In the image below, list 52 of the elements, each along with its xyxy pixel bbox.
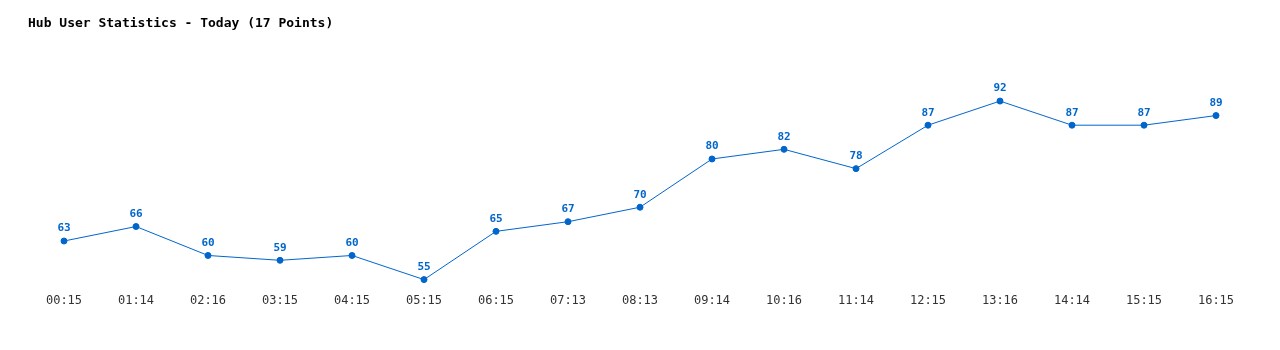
data-label: 82 [777,129,791,143]
data-label: 87 [1065,105,1079,119]
data-label: 80 [705,139,719,153]
point [564,218,572,226]
data-label: 89 [1209,95,1223,109]
x-tick-label: 07:13 [549,292,587,307]
data-label: 65 [489,211,503,225]
chart-title: Hub User Statistics - Today (17 Points) [28,15,334,31]
x-tick-label: 13:16 [981,292,1019,307]
x-tick-label: 15:15 [1125,292,1163,307]
x-tick-label: 03:15 [261,292,299,307]
x-tick-label: 00:15 [45,292,83,307]
point [132,223,140,231]
x-tick-label: 08:13 [621,292,659,307]
x-tick-label: 05:15 [405,292,443,307]
x-tick-label: 12:15 [909,292,947,307]
point [492,227,500,235]
data-label: 66 [129,206,143,220]
data-label: 60 [201,235,215,249]
point [60,237,68,245]
point [636,203,644,211]
point [924,121,932,129]
point [708,155,716,163]
x-tick-label: 09:14 [693,292,731,307]
x-tick-label: 10:16 [765,292,803,307]
data-label: 87 [1137,105,1151,119]
data-label: 67 [561,202,575,216]
point [1212,112,1220,120]
x-tick-label: 14:14 [1053,292,1091,307]
point [204,251,212,259]
data-label: 78 [849,148,863,162]
data-label: 92 [993,81,1007,95]
x-tick-label: 11:14 [837,292,875,307]
point [420,276,428,284]
point [852,165,860,173]
data-label: 59 [273,240,287,254]
x-tick-label: 01:14 [117,292,155,307]
point [348,251,356,259]
point [276,256,284,264]
point [780,145,788,153]
point [996,97,1004,105]
point [1068,121,1076,129]
data-label: 87 [921,105,935,119]
x-tick-label: 02:16 [189,292,227,307]
x-tick-label: 16:15 [1197,292,1235,307]
x-tick-label: 04:15 [333,292,371,307]
data-label: 60 [345,235,359,249]
x-tick-label: 06:15 [477,292,515,307]
point [1140,121,1148,129]
data-label: 63 [57,221,71,235]
data-label: 70 [633,187,647,201]
data-label: 55 [417,259,431,273]
